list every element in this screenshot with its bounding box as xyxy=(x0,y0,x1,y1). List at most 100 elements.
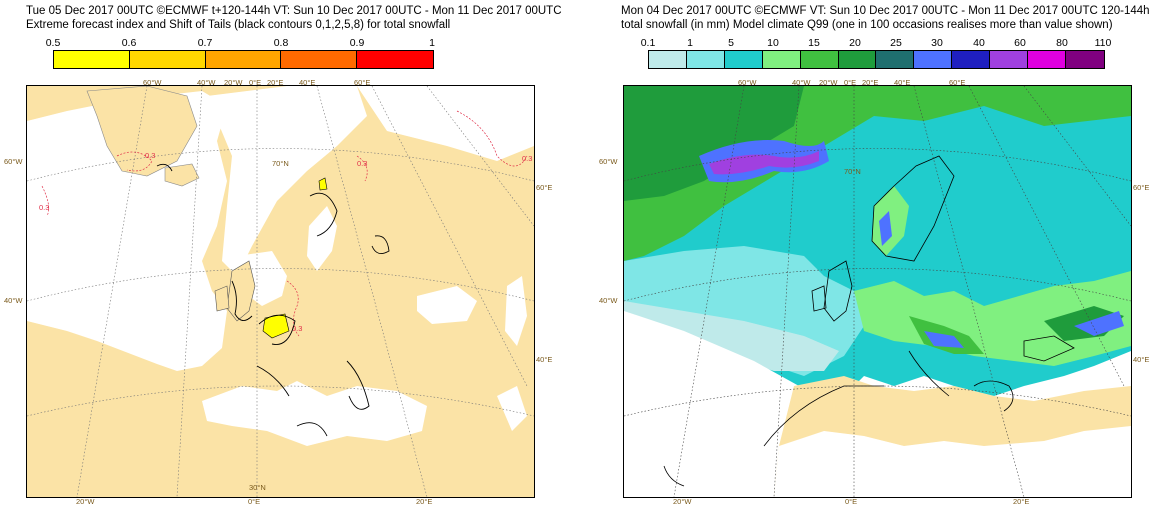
snow-field-30mm-alps xyxy=(924,331,964,348)
snowfall-legend-swatch xyxy=(800,51,839,68)
lat-label: 40°W xyxy=(599,296,618,305)
coastline-ireland xyxy=(811,285,827,312)
persian-gulf xyxy=(497,386,527,431)
efi-contour-label: 0.3 xyxy=(39,203,49,212)
efi-contour-line xyxy=(456,110,528,167)
lon-label: 60°E xyxy=(949,78,966,87)
mediterranean-sea xyxy=(202,381,427,446)
snowfall-legend-tick: 40 xyxy=(973,37,985,49)
snowfall-legend-swatch xyxy=(1028,51,1066,68)
lat-label: 40°E xyxy=(536,355,553,364)
efi-contour-label: 0.3 xyxy=(292,324,302,333)
parallel-line xyxy=(624,148,1131,182)
lon-label: 20°E xyxy=(416,497,433,506)
sot-contour-line xyxy=(231,280,253,321)
efi-panel: Tue 05 Dec 2017 00UTC ©ECMWF t+120-144h … xyxy=(0,0,562,509)
lon-label: 40°E xyxy=(894,78,911,87)
snowfall-legend-tick: 80 xyxy=(1056,37,1068,49)
meridian-line xyxy=(371,86,528,387)
parallel-line xyxy=(624,268,1131,302)
efi-legend-tick: 0.5 xyxy=(45,37,61,49)
snowfall-legend-swatch xyxy=(649,51,687,68)
parallel-line xyxy=(27,268,534,302)
lat-label: 60°W xyxy=(4,157,23,166)
lon-label: 20°W xyxy=(819,78,838,87)
efi-contour-line xyxy=(41,185,49,217)
lon-label: 20°W xyxy=(76,497,95,506)
snowfall-map: 70°N xyxy=(623,85,1132,498)
snowfall-legend-tick: 30 xyxy=(931,37,943,49)
greenland xyxy=(86,86,198,177)
efi-contour-label: 0.3 xyxy=(357,159,367,168)
efi-map: 0.3 0.3 0.3 0.3 0.3 70°N 3 xyxy=(26,85,535,498)
caspian-sea xyxy=(505,276,527,346)
lon-label: 40°W xyxy=(197,78,216,87)
efi-contour-label: 0.3 xyxy=(522,154,532,163)
lat-label: 40°E xyxy=(1133,355,1150,364)
snowfall-legend-tick: 10 xyxy=(767,37,779,49)
lon-label: 20°E xyxy=(267,78,284,87)
lon-label: 0°E xyxy=(248,497,261,506)
snow-field-60mm xyxy=(709,151,819,175)
snowfall-legend-swatch xyxy=(838,51,877,68)
sot-contour-line xyxy=(346,360,370,410)
meridian-line xyxy=(913,86,1025,497)
sot-contours xyxy=(156,163,390,437)
efi-contour-label: 0.3 xyxy=(145,151,155,160)
lat-label: 60°E xyxy=(536,183,553,192)
lon-label: 40°W xyxy=(792,78,811,87)
efi-contour-line xyxy=(286,280,300,337)
lon-label: 60°E xyxy=(354,78,371,87)
snowfall-legend-swatch xyxy=(686,51,725,68)
lat-label: 60°E xyxy=(1133,183,1150,192)
coastline-black-sea xyxy=(1023,335,1075,362)
sahara-no-data xyxy=(774,426,1131,497)
snowfall-legend-swatch xyxy=(724,51,763,68)
efi-high-area xyxy=(262,313,290,339)
sot-contour-line xyxy=(296,422,328,437)
lon-label: 20°E xyxy=(1013,497,1030,506)
parallel-line xyxy=(27,148,534,182)
iceland xyxy=(164,163,200,187)
snowfall-legend-tick: 5 xyxy=(728,37,734,49)
coastlines xyxy=(663,155,1075,487)
efi-high-area xyxy=(318,177,328,191)
efi-legend-swatch xyxy=(281,51,358,68)
parallel-line xyxy=(27,385,534,417)
norwegian-sea xyxy=(207,86,367,276)
snowfall-legend-tick: 25 xyxy=(890,37,902,49)
coastline-iberia xyxy=(763,385,884,447)
efi-contour-line xyxy=(356,155,368,182)
lon-label: 40°E xyxy=(299,78,316,87)
efi-title-line1: Tue 05 Dec 2017 00UTC ©ECMWF t+120-144h … xyxy=(26,5,562,17)
coastline-britain xyxy=(823,260,853,322)
efi-legend-tick: 0.8 xyxy=(273,37,289,49)
lon-label: 60°W xyxy=(143,78,162,87)
lon-label: 0°E xyxy=(249,78,262,87)
lat-label: 40°W xyxy=(4,296,23,305)
efi-contours xyxy=(41,110,528,337)
efi-legend-colorbar xyxy=(53,50,434,69)
meridian-line xyxy=(773,86,800,497)
coastline-italy xyxy=(908,350,950,397)
snowfall-panel: Mon 04 Dec 2017 00UTC ©ECMWF VT: Sun 10 … xyxy=(595,0,1155,509)
snowfall-title-line1: Mon 04 Dec 2017 00UTC ©ECMWF VT: Sun 10 … xyxy=(621,5,1150,17)
coastline-scandinavia xyxy=(871,155,955,262)
efi-title-line2: Extreme forecast index and Shift of Tail… xyxy=(26,19,451,31)
meridian-line xyxy=(673,86,745,497)
snow-field-30mm-caucasus xyxy=(1074,311,1124,336)
sot-contour-line xyxy=(256,365,290,397)
efi-legend-swatch xyxy=(54,51,130,68)
efi-legend-swatch xyxy=(357,51,433,68)
efi-legend-tick: 1 xyxy=(429,37,435,49)
snowfall-legend-tick: 0.1 xyxy=(640,37,656,49)
sot-contour-line xyxy=(156,163,173,172)
lat-label-70n: 70°N xyxy=(272,159,289,168)
lon-label: 20°E xyxy=(862,78,879,87)
coastline-greece xyxy=(973,380,1014,412)
snowfall-legend-swatch xyxy=(1065,51,1104,68)
baltic-sea xyxy=(307,206,337,271)
lon-label: 20°W xyxy=(673,497,692,506)
ireland xyxy=(214,285,230,312)
sot-contour-line xyxy=(309,192,338,237)
